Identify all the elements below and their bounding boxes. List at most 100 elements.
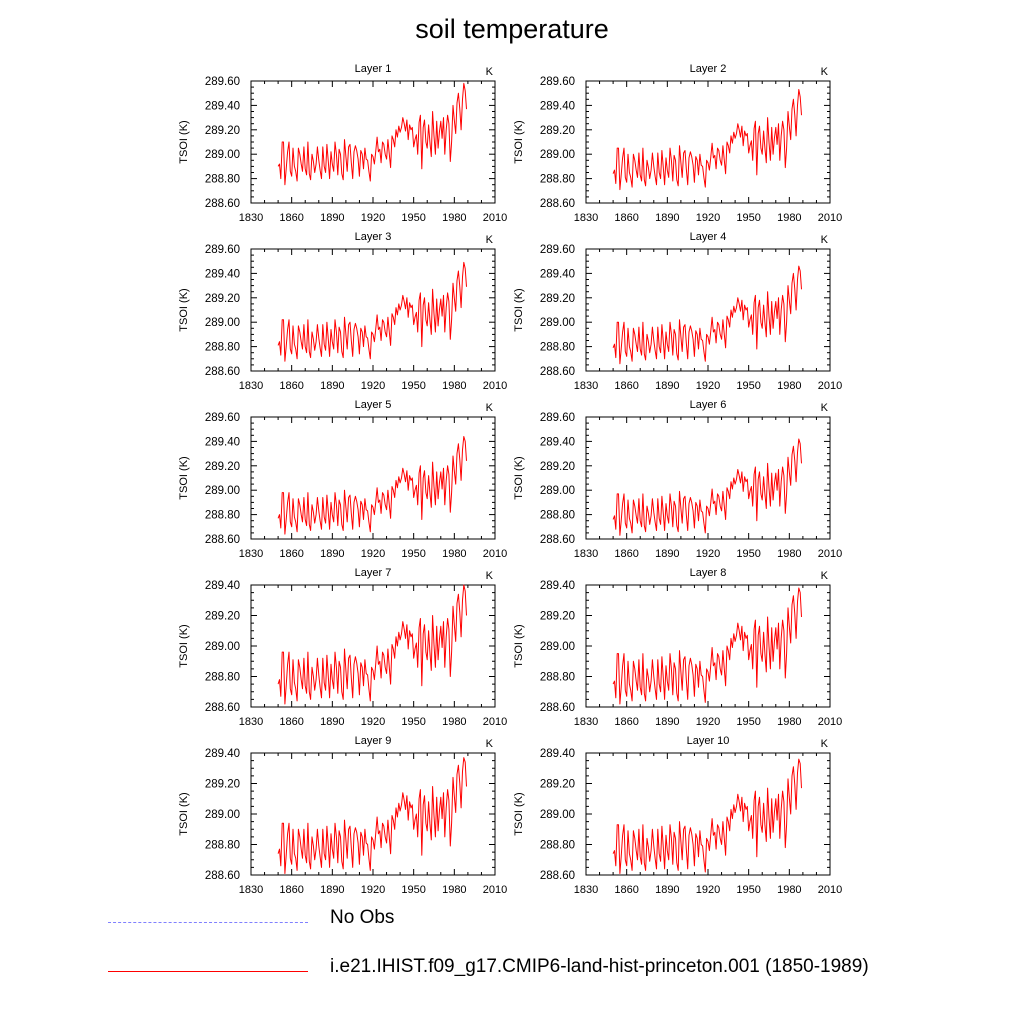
y-tick-label: 288.60 xyxy=(205,366,240,378)
x-tick-label: 1860 xyxy=(279,548,303,560)
y-axis-label: TSOI (K) xyxy=(178,456,190,499)
y-tick-label: 288.60 xyxy=(205,198,240,210)
panel-title: Layer 8 xyxy=(690,567,727,579)
y-tick-label: 288.80 xyxy=(205,672,240,684)
panel-title: Layer 5 xyxy=(355,399,392,411)
x-tick-label: 1830 xyxy=(239,212,263,224)
series-line xyxy=(612,758,802,874)
x-tick-label: 1920 xyxy=(361,716,385,728)
x-tick-label: 1980 xyxy=(442,716,466,728)
x-tick-label: 1890 xyxy=(655,380,679,392)
x-tick-label: 1920 xyxy=(696,212,720,224)
x-tick-label: 1950 xyxy=(401,548,425,560)
y-tick-label: 288.80 xyxy=(205,342,240,354)
x-tick-label: 1860 xyxy=(614,884,638,896)
x-tick-label: 1920 xyxy=(696,380,720,392)
y-tick-label: 289.60 xyxy=(205,244,240,256)
x-tick-label: 1860 xyxy=(614,716,638,728)
plot-frame xyxy=(250,80,496,204)
y-tick-label: 288.80 xyxy=(205,840,240,852)
x-tick-label: 2010 xyxy=(483,548,507,560)
y-tick-label: 288.60 xyxy=(540,366,575,378)
x-tick-label: 2010 xyxy=(818,548,842,560)
x-tick-label: 1950 xyxy=(736,716,760,728)
x-tick-label: 1830 xyxy=(574,884,598,896)
x-tick-label: 1890 xyxy=(655,548,679,560)
units-label: K xyxy=(821,402,829,414)
y-tick-label: 289.20 xyxy=(540,293,575,305)
x-tick-label: 2010 xyxy=(818,716,842,728)
plot-frame xyxy=(585,248,831,372)
series-line xyxy=(612,265,802,365)
y-axis-label: TSOI (K) xyxy=(178,120,190,163)
x-tick-label: 1950 xyxy=(401,716,425,728)
x-tick-label: 1890 xyxy=(655,716,679,728)
y-axis-label: TSOI (K) xyxy=(513,120,525,163)
y-tick-label: 289.40 xyxy=(540,748,575,760)
y-tick-label: 289.60 xyxy=(205,412,240,424)
x-tick-label: 1860 xyxy=(279,884,303,896)
legend-solid-line xyxy=(108,971,308,972)
units-label: K xyxy=(821,234,829,246)
y-tick-label: 289.20 xyxy=(205,125,240,137)
y-tick-label: 289.20 xyxy=(205,461,240,473)
series-line xyxy=(612,587,802,705)
panel-9: Layer 9 K TSOI (K) 1830 1860 1890 1920 1950 1980… xyxy=(178,735,507,896)
x-tick-label: 1920 xyxy=(696,884,720,896)
y-tick-label: 289.00 xyxy=(205,809,240,821)
x-tick-label: 1950 xyxy=(401,884,425,896)
series-line xyxy=(277,757,467,874)
units-label: K xyxy=(486,234,494,246)
y-tick-label: 289.40 xyxy=(540,580,575,592)
x-tick-label: 1950 xyxy=(401,380,425,392)
plot-frame xyxy=(250,248,496,372)
y-tick-label: 289.60 xyxy=(540,412,575,424)
y-tick-label: 289.00 xyxy=(540,149,575,161)
panel-title: Layer 10 xyxy=(687,735,730,747)
y-tick-label: 289.00 xyxy=(205,149,240,161)
units-label: K xyxy=(821,738,829,750)
x-tick-label: 1950 xyxy=(736,380,760,392)
x-tick-label: 2010 xyxy=(483,884,507,896)
legend-label-model-run: i.e21.IHIST.f09_g17.CMIP6-land-hist-prin… xyxy=(330,956,869,977)
units-label: K xyxy=(821,66,829,78)
y-axis-label: TSOI (K) xyxy=(513,792,525,835)
x-tick-label: 1890 xyxy=(655,212,679,224)
units-label: K xyxy=(486,402,494,414)
panel-title: Layer 4 xyxy=(690,231,727,243)
x-tick-label: 1950 xyxy=(736,884,760,896)
x-tick-label: 1830 xyxy=(574,212,598,224)
panel-title: Layer 7 xyxy=(355,567,392,579)
panel-2: Layer 2 K TSOI (K) 1830 1860 1890 1920 1950 1980… xyxy=(513,63,842,224)
y-tick-label: 289.20 xyxy=(205,293,240,305)
x-tick-label: 1920 xyxy=(696,548,720,560)
y-axis-label: TSOI (K) xyxy=(513,456,525,499)
y-tick-label: 288.80 xyxy=(540,672,575,684)
y-tick-label: 289.40 xyxy=(205,268,240,280)
y-tick-label: 289.20 xyxy=(540,125,575,137)
y-tick-label: 289.60 xyxy=(205,76,240,88)
x-tick-label: 1920 xyxy=(696,716,720,728)
plot-frame xyxy=(585,584,831,708)
x-tick-label: 1860 xyxy=(614,380,638,392)
figure-title: soil temperature xyxy=(415,14,609,44)
y-tick-label: 288.60 xyxy=(540,870,575,882)
series-line xyxy=(612,89,802,191)
y-tick-label: 289.40 xyxy=(540,268,575,280)
y-tick-label: 289.40 xyxy=(205,748,240,760)
y-tick-label: 288.60 xyxy=(540,534,575,546)
panel-title: Layer 1 xyxy=(355,63,392,75)
y-tick-label: 289.00 xyxy=(540,641,575,653)
y-tick-label: 288.80 xyxy=(540,174,575,186)
legend-label-no-obs: No Obs xyxy=(330,907,395,928)
x-tick-label: 1860 xyxy=(614,212,638,224)
y-tick-label: 289.20 xyxy=(205,611,240,623)
legend-dashed-line xyxy=(108,922,308,923)
x-tick-label: 1860 xyxy=(614,548,638,560)
x-tick-label: 1920 xyxy=(361,884,385,896)
x-tick-label: 1950 xyxy=(736,212,760,224)
x-tick-label: 1890 xyxy=(320,380,344,392)
series-line xyxy=(277,261,467,362)
y-axis-label: TSOI (K) xyxy=(178,624,190,667)
x-tick-label: 1860 xyxy=(279,380,303,392)
